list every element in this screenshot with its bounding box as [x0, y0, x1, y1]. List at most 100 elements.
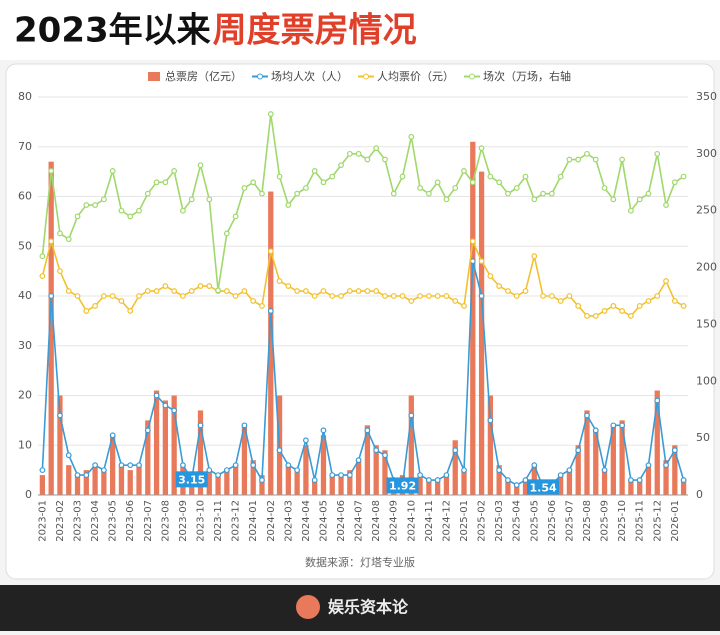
- point: [197, 162, 204, 169]
- point: [294, 190, 301, 197]
- value-label: 1.92: [389, 479, 416, 492]
- point: [162, 402, 169, 409]
- point: [74, 293, 81, 299]
- point: [610, 422, 617, 429]
- point: [215, 287, 221, 294]
- point: [39, 273, 46, 280]
- point: [162, 283, 169, 289]
- point: [303, 288, 309, 294]
- x-tick-label: 2025-07: [564, 500, 575, 542]
- point: [65, 452, 72, 459]
- point: [100, 467, 107, 474]
- point: [522, 173, 529, 180]
- point: [408, 133, 415, 140]
- x-tick-label: 2024-12: [441, 500, 452, 542]
- y2-tick-label: 350: [696, 90, 717, 103]
- x-tick-label: 2024-05: [318, 500, 329, 542]
- bar: [426, 480, 432, 495]
- point: [531, 253, 538, 260]
- point: [452, 447, 459, 454]
- point: [505, 477, 511, 483]
- point: [478, 258, 485, 265]
- x-tick-label: 2024-03: [283, 500, 294, 542]
- bar: [57, 395, 63, 495]
- point: [654, 293, 661, 299]
- point: [241, 422, 248, 429]
- point: [162, 179, 169, 186]
- bar: [610, 425, 616, 495]
- point: [601, 467, 608, 474]
- x-tick-label: 2023-05: [108, 500, 119, 542]
- y-tick-label: 0: [25, 488, 32, 501]
- point: [364, 156, 371, 163]
- bar: [672, 445, 678, 495]
- x-tick-label: 2025-06: [547, 500, 558, 542]
- x-tick-label: 2023-08: [160, 500, 171, 542]
- point: [65, 236, 72, 243]
- point: [628, 477, 634, 483]
- x-tick-label: 2025-03: [494, 500, 505, 542]
- x-tick-label: 2023-10: [196, 500, 207, 542]
- bar: [250, 460, 256, 495]
- point: [645, 462, 652, 469]
- x-tick-label: 2024-08: [371, 500, 382, 542]
- bar: [303, 445, 309, 495]
- bar: [566, 470, 573, 495]
- x-tick-label: 2023-11: [213, 500, 224, 542]
- point: [663, 278, 669, 284]
- x-tick-label: 2023-03: [73, 500, 84, 542]
- legend-marker: [469, 73, 475, 80]
- line: [41, 260, 685, 489]
- point: [680, 477, 687, 483]
- point: [100, 293, 107, 299]
- bar: [584, 410, 590, 495]
- point: [303, 185, 309, 191]
- point: [663, 202, 669, 208]
- point: [223, 230, 230, 237]
- point: [399, 293, 406, 299]
- point: [557, 173, 564, 180]
- point: [487, 417, 494, 424]
- bar: [233, 465, 239, 495]
- point: [153, 179, 160, 186]
- bar: [505, 480, 511, 495]
- point: [311, 477, 318, 483]
- point: [540, 293, 546, 299]
- point: [100, 196, 107, 203]
- point: [513, 293, 520, 299]
- point: [180, 207, 186, 214]
- x-tick-label: 2025-09: [600, 500, 611, 542]
- point: [540, 190, 546, 197]
- point: [39, 253, 46, 260]
- point: [320, 288, 327, 294]
- point: [92, 303, 98, 309]
- x-tick-label: 2025-05: [529, 500, 540, 542]
- point: [197, 422, 204, 429]
- point: [109, 293, 116, 299]
- point: [346, 288, 353, 294]
- point: [136, 293, 142, 299]
- y-tick-label: 80: [18, 90, 32, 103]
- point: [329, 173, 336, 180]
- point: [267, 248, 274, 255]
- point: [390, 190, 397, 197]
- point: [171, 407, 178, 414]
- y-tick-label: 30: [18, 339, 32, 352]
- point: [329, 293, 336, 299]
- point: [434, 293, 441, 299]
- point: [338, 472, 344, 479]
- x-tick-label: 2024-01: [248, 500, 259, 542]
- bar: [435, 480, 441, 495]
- legend-label: 人均票价（元）: [377, 70, 454, 83]
- point: [206, 283, 213, 289]
- x-tick-label: 2023-06: [125, 500, 136, 542]
- point: [469, 258, 476, 265]
- value-label-box: [527, 479, 560, 496]
- value-label: 3.15: [178, 473, 205, 486]
- bar: [320, 435, 327, 495]
- chart-card: [5, 63, 715, 580]
- point: [478, 293, 485, 299]
- point: [232, 462, 239, 469]
- point: [285, 462, 292, 469]
